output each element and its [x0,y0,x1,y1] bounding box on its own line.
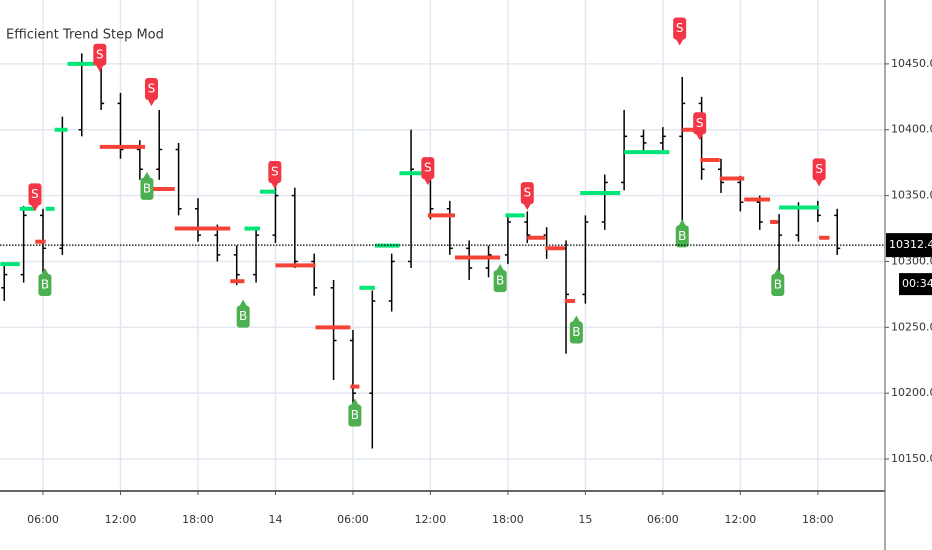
signal-label: S [271,165,279,179]
signal-label: B [239,309,247,323]
signal-bubble [569,321,583,344]
signal-sell: S [673,17,687,46]
last-price-label: 10312.41 [889,238,932,251]
signal-sell: S [93,43,107,72]
chart-title: Efficient Trend Step Mod [6,28,164,43]
countdown-label: 00:34 [902,277,932,290]
signal-sell: S [520,182,534,211]
signal-sell: S [144,78,158,107]
x-tick-label: 06:00 [337,513,369,526]
signal-bubble [38,274,52,297]
signal-buy: B [236,299,250,328]
signal-pointer [239,299,248,307]
signal-buy: B [140,171,154,200]
signal-label: S [148,82,156,96]
x-tick-label: 12:00 [725,513,757,526]
signal-pointer [40,268,49,276]
signal-buy: B [675,219,689,248]
x-tick-label: 18:00 [492,513,524,526]
signal-bubble [693,112,707,135]
x-tick-label: 12:00 [105,513,137,526]
signal-sell: S [421,157,435,186]
signal-sell: S [268,161,282,190]
x-tick-label: 15 [578,513,592,526]
signal-pointer [815,179,824,187]
signal-label: S [676,21,684,35]
y-tick-label: 10300.00 [891,254,932,267]
signal-pointer [270,182,279,190]
signal-label: S [523,186,531,200]
signal-pointer [142,171,151,179]
signal-label: S [696,116,704,130]
y-tick-label: 10200.00 [891,386,932,399]
signal-bubble [28,183,42,206]
signal-bubble [493,270,507,293]
signal-pointer [95,64,104,72]
signal-pointer [695,133,704,141]
y-tick-label: 10150.00 [891,452,932,465]
signal-pointer [773,268,782,276]
x-tick-label: 14 [268,513,282,526]
signal-pointer [423,178,432,186]
signal-label: S [424,161,432,175]
signal-buy: B [569,315,583,344]
last-price-box [886,233,932,258]
signal-label: B [496,274,504,288]
signal-pointer [523,203,532,211]
x-tick-label: 18:00 [802,513,834,526]
signal-label: B [678,229,686,243]
y-tick-label: 10250.00 [891,320,932,333]
signal-label: S [31,187,39,201]
signal-bubble [236,305,250,328]
signal-sell: S [28,183,42,212]
signal-bubble [421,157,435,180]
signal-bubble [520,182,534,205]
signal-pointer [350,398,359,406]
x-tick-label: 06:00 [647,513,679,526]
signal-sell: S [693,112,707,141]
signal-bubble [675,225,689,248]
countdown-box [899,273,932,296]
y-tick-label: 10350.00 [891,189,932,202]
signal-buy: B [771,268,785,297]
x-tick-label: 18:00 [182,513,214,526]
signal-label: B [774,278,782,292]
signal-bubble [93,43,107,66]
y-tick-label: 10400.00 [891,123,932,136]
y-tick-label: 10450.00 [891,57,932,70]
marks: S B S S B B S B S B S B S B S B S [0,17,841,449]
signal-buy: B [38,268,52,297]
signal-pointer [496,264,505,272]
signal-pointer [678,219,687,227]
signal-pointer [30,204,39,212]
signal-bubble [268,161,282,184]
signal-bubble [144,78,158,101]
signal-bubble [673,17,687,40]
signal-label: S [815,162,823,176]
signal-bubble [812,158,826,181]
signal-pointer [147,99,156,107]
signal-pointer [675,38,684,46]
signal-label: B [572,325,580,339]
x-tick-label: 12:00 [415,513,447,526]
signal-bubble [140,177,154,200]
signal-buy: B [493,264,507,293]
signal-label: B [41,278,49,292]
signal-label: B [143,181,151,195]
signal-buy: B [348,398,362,427]
signal-label: B [351,408,359,422]
x-tick-label: 06:00 [27,513,59,526]
signal-label: S [96,47,104,61]
signal-sell: S [812,158,826,187]
signal-pointer [572,315,581,323]
signal-bubble [771,274,785,297]
signal-bubble [348,404,362,427]
